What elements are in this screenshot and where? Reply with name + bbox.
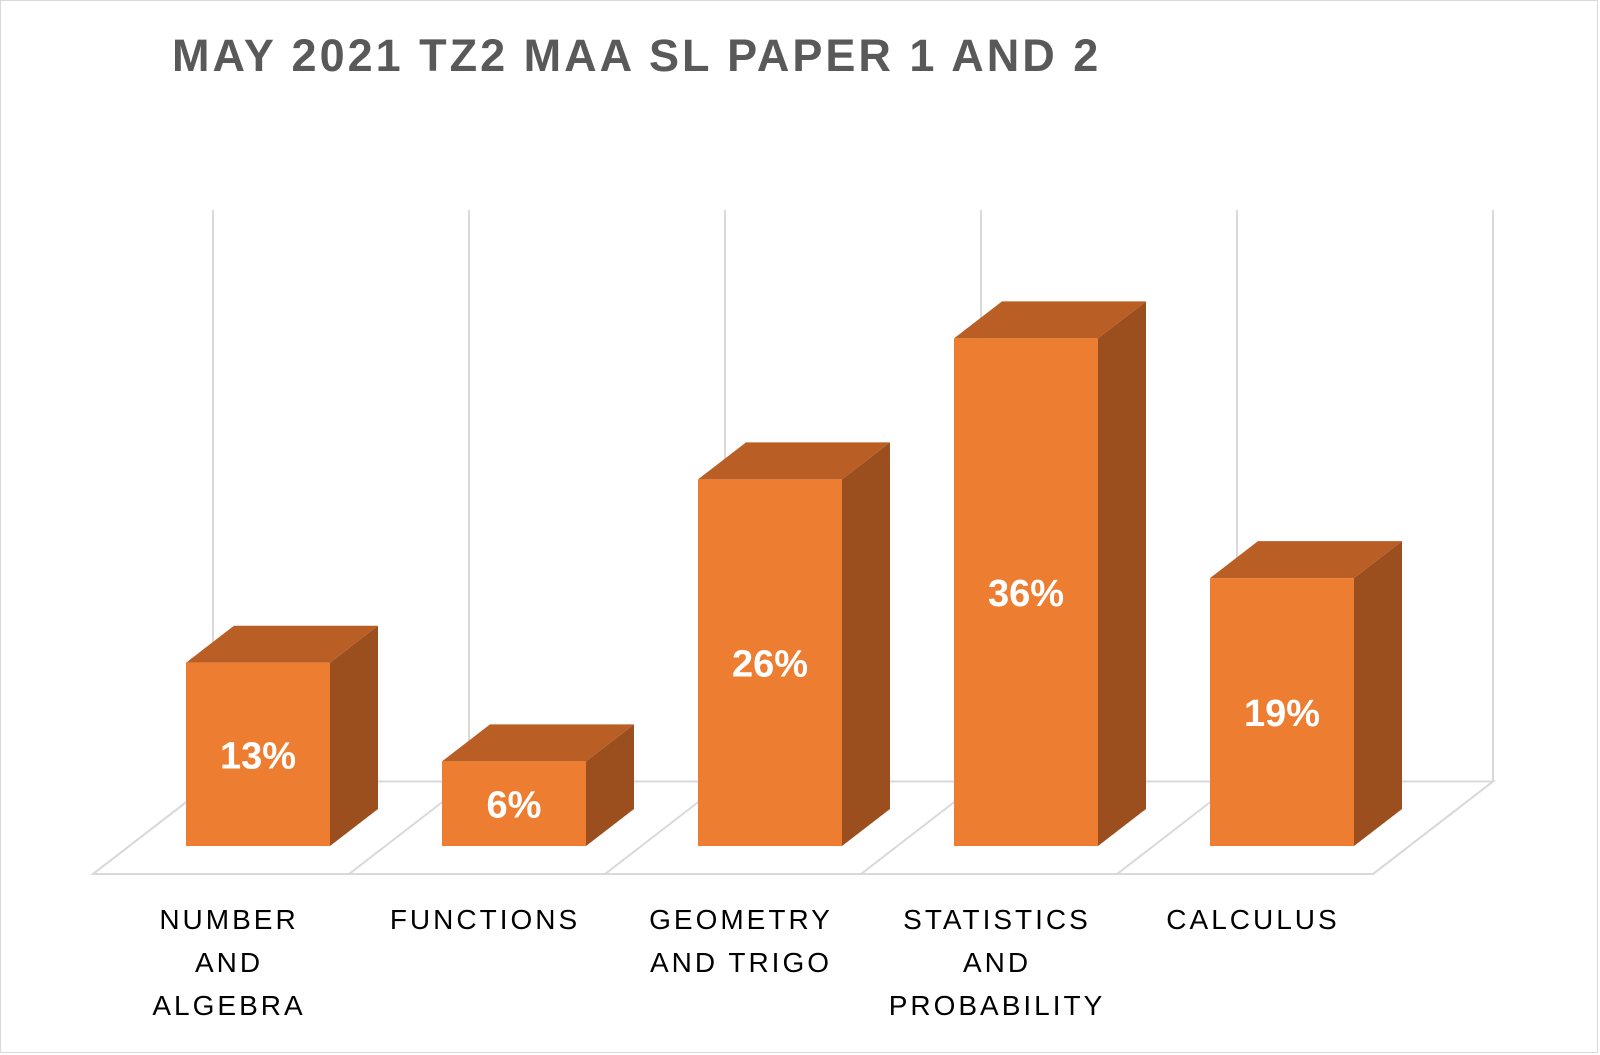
bar-side	[1354, 541, 1402, 846]
bar-top	[186, 625, 378, 663]
bar-side	[1098, 301, 1146, 846]
bar-side	[330, 625, 378, 846]
category-label: FUNCTIONS	[389, 904, 581, 935]
bar-top	[442, 724, 634, 762]
data-label: 36%	[988, 573, 1064, 615]
data-label: 6%	[487, 785, 542, 827]
bar-top	[954, 301, 1146, 339]
bar	[698, 479, 842, 846]
data-label: 26%	[732, 644, 808, 686]
floor-line	[1372, 780, 1494, 875]
bar-top	[1210, 541, 1402, 579]
bar	[1210, 578, 1354, 846]
category-label: CALCULUS	[1166, 904, 1340, 935]
category-label: STATISTICS AND PROBABILITY	[888, 904, 1106, 1021]
bar-side	[842, 442, 890, 846]
bar	[954, 338, 1098, 846]
bar-side	[586, 724, 634, 846]
chart-title: MAY 2021 TZ2 MAA SL PAPER 1 AND 2	[172, 30, 1102, 81]
bar	[442, 761, 586, 846]
data-label: 19%	[1244, 693, 1320, 735]
category-label: GEOMETRY AND TRIGO	[649, 904, 833, 978]
bar-top	[698, 442, 890, 480]
bar	[186, 662, 330, 846]
data-label: 13%	[220, 735, 296, 777]
category-label: NUMBER AND ALGEBRA	[152, 904, 306, 1021]
